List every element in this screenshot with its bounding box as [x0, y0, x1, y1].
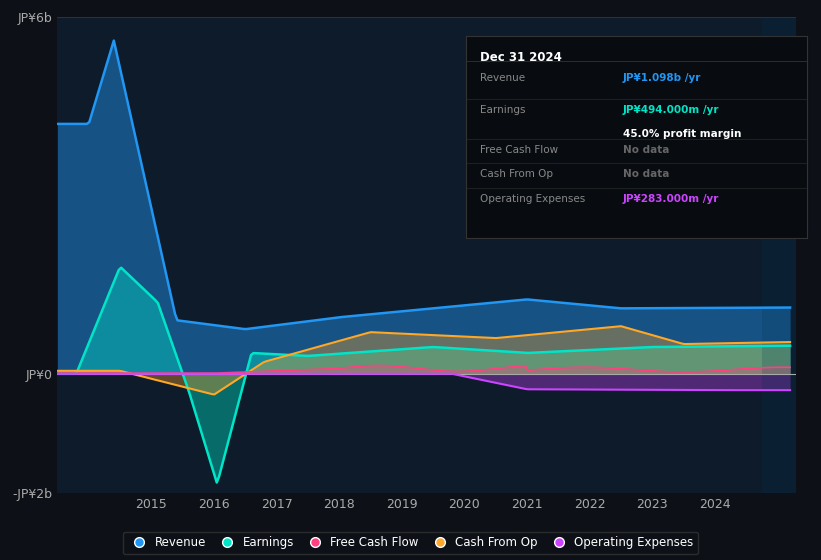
- Text: Revenue: Revenue: [480, 73, 525, 83]
- Text: Free Cash Flow: Free Cash Flow: [480, 145, 558, 155]
- Text: Operating Expenses: Operating Expenses: [480, 194, 585, 204]
- Text: Earnings: Earnings: [480, 105, 525, 115]
- Text: JP¥494.000m /yr: JP¥494.000m /yr: [623, 105, 719, 115]
- Text: Cash From Op: Cash From Op: [480, 170, 553, 179]
- Text: Dec 31 2024: Dec 31 2024: [480, 50, 562, 63]
- Text: No data: No data: [623, 170, 669, 179]
- Text: JP¥283.000m /yr: JP¥283.000m /yr: [623, 194, 719, 204]
- Text: 45.0% profit margin: 45.0% profit margin: [623, 129, 741, 139]
- Text: JP¥1.098b /yr: JP¥1.098b /yr: [623, 73, 701, 83]
- Bar: [762, 17, 796, 493]
- Text: No data: No data: [623, 145, 669, 155]
- Legend: Revenue, Earnings, Free Cash Flow, Cash From Op, Operating Expenses: Revenue, Earnings, Free Cash Flow, Cash …: [122, 531, 699, 554]
